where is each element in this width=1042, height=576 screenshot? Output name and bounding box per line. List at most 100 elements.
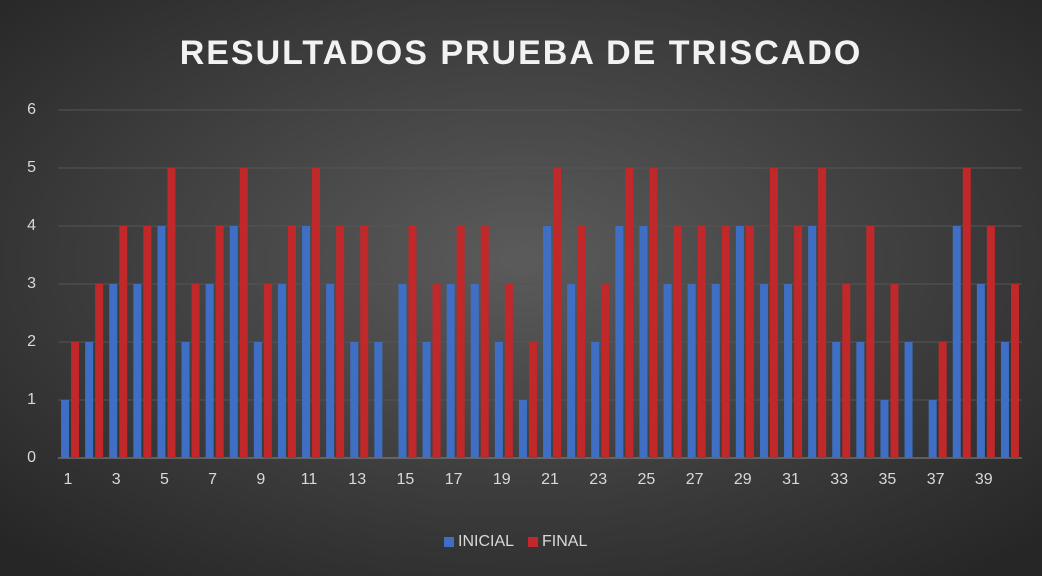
- bar: [239, 168, 248, 458]
- x-tick-label: 29: [734, 471, 752, 488]
- bar: [938, 342, 947, 458]
- y-tick-label: 4: [27, 217, 36, 234]
- x-tick-label: 3: [112, 471, 121, 488]
- bar: [61, 400, 70, 458]
- bar: [904, 342, 913, 458]
- bar: [577, 226, 586, 458]
- bar: [504, 284, 513, 458]
- x-tick-label: 23: [589, 471, 607, 488]
- bar: [119, 226, 128, 458]
- bar: [143, 226, 152, 458]
- x-tick-label: 37: [927, 471, 945, 488]
- y-tick-label: 0: [27, 449, 36, 466]
- x-tick-label: 27: [686, 471, 704, 488]
- bar: [567, 284, 576, 458]
- bar: [745, 226, 754, 458]
- legend-label: INICIAL: [458, 533, 514, 550]
- legend-label: FINAL: [542, 533, 587, 550]
- bar: [181, 342, 190, 458]
- bar: [735, 226, 744, 458]
- bar: [336, 226, 345, 458]
- bar: [591, 342, 600, 458]
- y-tick-label: 6: [27, 101, 36, 118]
- y-tick-label: 2: [27, 333, 36, 350]
- bar: [229, 226, 238, 458]
- bar: [1010, 284, 1019, 458]
- x-tick-label: 11: [301, 471, 318, 488]
- bar: [649, 168, 658, 458]
- x-tick-label: 7: [208, 471, 217, 488]
- x-tick-label: 39: [975, 471, 993, 488]
- y-tick-label: 1: [27, 391, 36, 408]
- bar: [263, 284, 272, 458]
- bar: [543, 226, 552, 458]
- bar: [808, 226, 817, 458]
- bar: [842, 284, 851, 458]
- bar: [866, 226, 875, 458]
- bar: [601, 284, 610, 458]
- bar: [205, 284, 214, 458]
- bar: [350, 342, 359, 458]
- bar: [133, 284, 142, 458]
- bar: [71, 342, 80, 458]
- bar: [673, 226, 682, 458]
- bar: [326, 284, 335, 458]
- bar: [663, 284, 672, 458]
- bar: [302, 226, 311, 458]
- bar: [85, 342, 94, 458]
- bar: [711, 284, 720, 458]
- bar: [1000, 342, 1009, 458]
- bar: [167, 168, 176, 458]
- bar: [697, 226, 706, 458]
- bar: [518, 400, 527, 458]
- bar: [856, 342, 865, 458]
- bar: [494, 342, 503, 458]
- bar: [95, 284, 104, 458]
- x-tick-label: 9: [256, 471, 265, 488]
- bar: [398, 284, 407, 458]
- bar: [784, 284, 793, 458]
- bar: [374, 342, 383, 458]
- x-tick-label: 13: [348, 471, 366, 488]
- bar: [553, 168, 562, 458]
- bar: [408, 226, 417, 458]
- bar: [277, 284, 286, 458]
- bar: [928, 400, 937, 458]
- bar: [480, 226, 489, 458]
- bar: [818, 168, 827, 458]
- bar: [157, 226, 166, 458]
- chart-title: RESULTADOS PRUEBA DE TRISCADO: [180, 34, 863, 72]
- bar: [952, 226, 961, 458]
- x-tick-label: 19: [493, 471, 511, 488]
- bar: [721, 226, 730, 458]
- bar: [976, 284, 985, 458]
- y-tick-label: 3: [27, 275, 36, 292]
- x-tick-label: 33: [830, 471, 848, 488]
- bar: [639, 226, 648, 458]
- x-tick-label: 35: [879, 471, 897, 488]
- bar: [794, 226, 803, 458]
- bar: [759, 284, 768, 458]
- bar: [191, 284, 200, 458]
- bar: [769, 168, 778, 458]
- x-tick-label: 31: [782, 471, 800, 488]
- bar: [880, 400, 889, 458]
- x-tick-label: 25: [638, 471, 656, 488]
- legend-swatch: [444, 537, 454, 547]
- bar: [432, 284, 441, 458]
- x-tick-label: 1: [64, 471, 73, 488]
- y-tick-label: 5: [27, 159, 36, 176]
- bar: [986, 226, 995, 458]
- bar: [528, 342, 537, 458]
- bar: [253, 342, 262, 458]
- bar: [422, 342, 431, 458]
- bar: [625, 168, 634, 458]
- bar: [832, 342, 841, 458]
- x-tick-label: 15: [397, 471, 415, 488]
- bar: [890, 284, 899, 458]
- bar: [109, 284, 118, 458]
- bar: [456, 226, 465, 458]
- bar: [470, 284, 479, 458]
- bar: [215, 226, 224, 458]
